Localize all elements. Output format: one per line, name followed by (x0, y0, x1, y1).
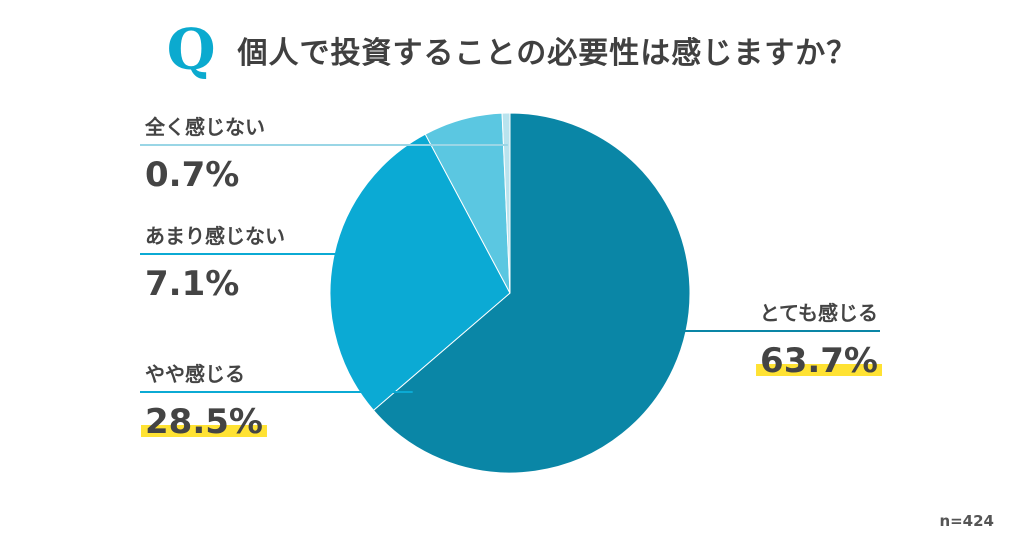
slice-value-0: 63.7% (760, 341, 878, 381)
slice-value-1: 28.5% (145, 402, 263, 442)
pie-slice-0 (372, 112, 691, 474)
pie-slices (329, 112, 691, 474)
slice-value-3: 0.7% (145, 155, 239, 195)
chart-title: 個人で投資することの必要性は感じますか？ (237, 36, 858, 71)
slice-value-2: 7.1% (145, 264, 239, 304)
sample-size: n=424 (939, 512, 994, 530)
pie-slice-1 (329, 133, 511, 412)
title-row: Q 個人で投資することの必要性は感じますか？ (0, 20, 1024, 80)
value-highlight-0 (756, 364, 882, 376)
slice-label-3: 全く感じない (144, 115, 265, 139)
slice-label-1: やや感じる (145, 362, 245, 386)
slice-label-0: とても感じる (760, 301, 878, 325)
slice-label-2: あまり感じない (145, 224, 285, 248)
pie-slice-3 (501, 112, 511, 294)
value-highlight-1 (141, 425, 267, 437)
question-mark-icon: Q (166, 17, 216, 83)
pie-labels: とても感じる 63.7% やや感じる 28.5% あまり感じない 7.1% 全く感じない 0.… (140, 115, 882, 442)
